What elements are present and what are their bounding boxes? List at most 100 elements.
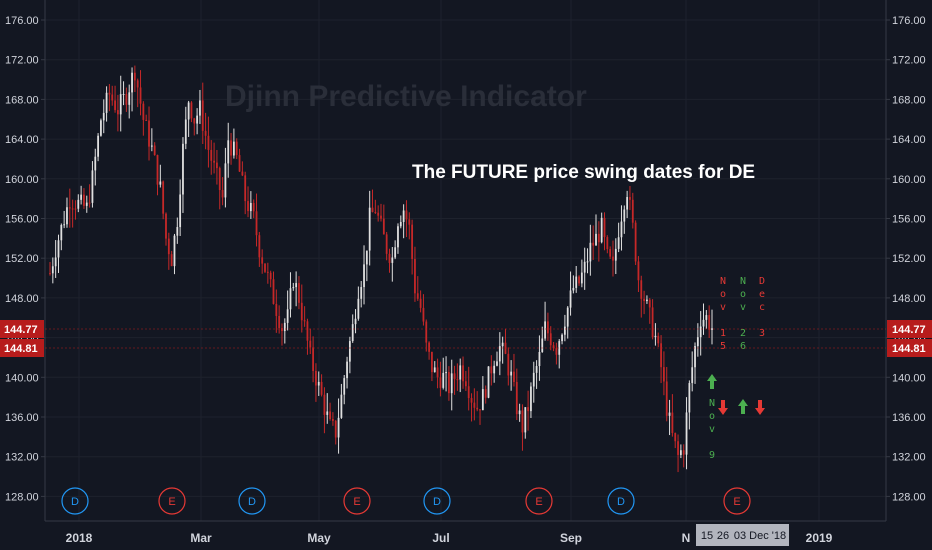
crosshair-label-box [715, 524, 731, 546]
event-marker[interactable]: E [723, 487, 751, 515]
candle-body [278, 315, 281, 329]
candle-body [167, 238, 170, 255]
candle-body [685, 412, 688, 455]
candle-body [682, 450, 685, 455]
candle-body [176, 227, 179, 236]
candle-body [85, 202, 88, 206]
candle-body [317, 381, 320, 386]
candle-body [264, 263, 266, 272]
event-marker[interactable]: D [61, 487, 89, 515]
candle-body [501, 342, 504, 347]
y-tick-label-right: 164.00 [892, 134, 926, 146]
candle-body [207, 135, 210, 150]
event-marker-label: D [433, 496, 441, 508]
candle-body [77, 199, 80, 209]
event-marker-circle [525, 487, 553, 515]
candle-body [162, 181, 165, 214]
crosshair-label-box [731, 524, 789, 546]
candle-body [515, 381, 518, 415]
swing-date-month-char: N [720, 276, 726, 287]
arrow-down-icon [718, 400, 728, 415]
candle-body [425, 321, 428, 343]
candle-body [575, 276, 578, 288]
swing-date-month-char: o [740, 289, 746, 300]
candle-body [479, 409, 481, 411]
candle-body [66, 207, 68, 225]
crosshair-label-text: 15 [701, 530, 713, 542]
candle-body [346, 361, 348, 379]
candle-body [63, 224, 66, 226]
swing-date-day-char: 2 [740, 328, 746, 339]
candle-body [131, 72, 133, 93]
candle-body [179, 194, 182, 228]
candle-body [235, 141, 238, 156]
candle-body [694, 346, 696, 368]
candle-body [651, 307, 654, 338]
y-tick-label-right: 136.00 [892, 412, 926, 424]
candle-body [631, 199, 634, 223]
event-marker[interactable]: D [238, 487, 266, 515]
candle-body [496, 361, 498, 366]
candle-body [391, 257, 394, 263]
candle-body [74, 208, 77, 210]
swing-date-day-char: 6 [740, 341, 746, 352]
candle-body [527, 407, 530, 412]
y-tick-label-left: 152.00 [5, 253, 39, 265]
y-tick-label-left: 148.00 [5, 293, 39, 305]
swing-date-month-char: v [720, 302, 726, 313]
event-marker-circle [238, 487, 266, 515]
candle-body [431, 351, 433, 373]
swing-date-day-char: 1 [720, 328, 726, 339]
candle-body [329, 411, 331, 419]
swing-date-month-char: c [759, 302, 765, 313]
candle-body [114, 100, 116, 111]
candle-body [637, 261, 640, 281]
candle-body [165, 213, 167, 239]
y-tick-label-left: 128.00 [5, 491, 39, 503]
candle-body [269, 272, 272, 280]
swing-date-month-char: D [759, 276, 765, 287]
y-tick-label-left: 172.00 [5, 55, 39, 67]
event-marker[interactable]: E [343, 487, 371, 515]
y-tick-label-right: 132.00 [892, 452, 926, 464]
event-marker[interactable]: E [158, 487, 186, 515]
candle-body [380, 215, 382, 219]
price-badges: 144.77 144.77 144.81 144.81 [0, 320, 932, 357]
candle-body [394, 247, 397, 258]
candle-body [374, 212, 377, 214]
event-marker[interactable]: D [607, 487, 635, 515]
x-tick-label: N [682, 531, 691, 545]
candle-body [102, 112, 105, 121]
candle-body [507, 353, 510, 376]
candle-body [532, 372, 535, 387]
candle-body [586, 261, 589, 263]
candle-body [148, 120, 150, 147]
candle-body [281, 328, 283, 332]
event-marker[interactable]: E [525, 487, 553, 515]
candle-body [272, 279, 275, 304]
candle-body [702, 319, 705, 327]
crosshair-label-box [696, 524, 718, 546]
candle-body [199, 100, 201, 116]
candle-body [145, 119, 148, 121]
candle-body [298, 283, 300, 303]
candle-body [498, 346, 501, 362]
swing-date-month-char: N [740, 276, 746, 287]
candle-body [306, 321, 309, 341]
candle-body [414, 258, 416, 294]
watermark: Djinn Predictive Indicator [225, 80, 587, 113]
event-marker[interactable]: D [423, 487, 451, 515]
candle-body [603, 217, 606, 238]
candle-body [646, 299, 648, 302]
candle-body [266, 271, 269, 273]
candle-body [337, 417, 340, 438]
candle-body [150, 145, 153, 147]
candle-body [60, 224, 63, 241]
candle-body [623, 209, 626, 222]
event-marker-label: D [71, 496, 79, 508]
candle-body [108, 92, 111, 95]
swing-date-month-char: v [740, 302, 746, 313]
candle-body [696, 337, 699, 347]
